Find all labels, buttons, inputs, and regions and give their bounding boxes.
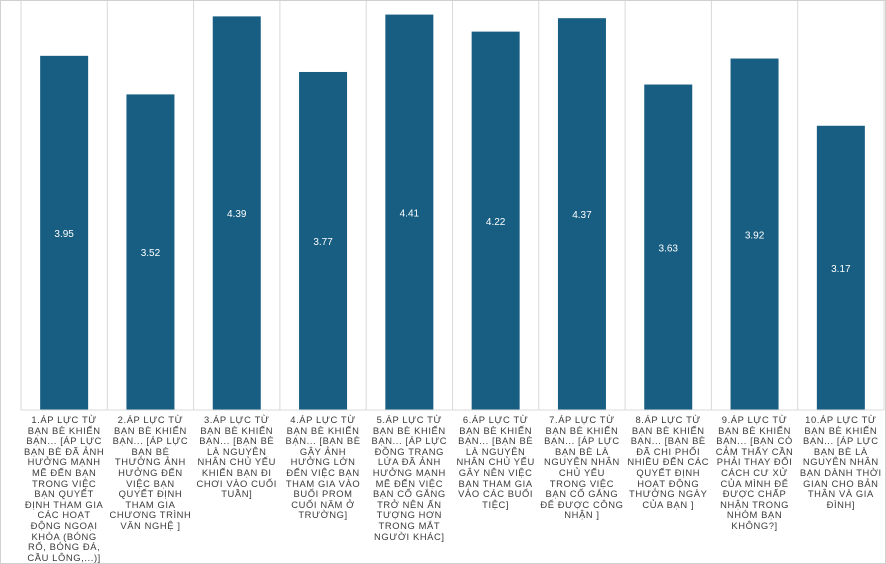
category-label-1: 1.ÁP LỰC TỪ BẠN BÈ KHIẾN BẠN... [ÁP LỰC …: [24, 414, 108, 563]
data-label-5: 4.41: [400, 208, 420, 219]
bar-9: [730, 58, 779, 410]
bar-2: [126, 94, 175, 410]
data-label-3: 4.39: [227, 209, 247, 220]
category-label-8: 8.ÁP LỰC TỪ BẠN BÈ KHIẾN BẠN... [BẠN BÈ …: [627, 414, 713, 510]
data-label-10: 3.17: [831, 264, 851, 275]
data-label-9: 3.92: [745, 230, 765, 241]
bar-8: [644, 84, 693, 411]
category-label-10: 10.ÁP LỰC TỪ BẠN BÈ KHIẾN BẠN... [ÁP LỰC…: [799, 414, 885, 510]
category-label-2: 2.ÁP LỰC TỪ BẠN BÈ KHIẾN BẠN... [ÁP LỰC …: [109, 414, 195, 531]
bar-6: [471, 31, 520, 411]
category-label-9: 9.ÁP LỰC TỪ BẠN BÈ KHIẾN BẠN... [BẠN CÓ …: [715, 414, 797, 531]
category-label-6: 6.ÁP LỰC TỪ BẠN BÈ KHIẾN BẠN... [BẠN BÈ …: [456, 414, 539, 510]
data-label-7: 4.37: [572, 210, 592, 221]
bar-1: [40, 55, 89, 411]
data-label-4: 3.77: [313, 237, 333, 248]
bar-7: [557, 18, 606, 410]
bar-10: [816, 125, 865, 410]
category-label-4: 4.ÁP LỰC TỪ BẠN BÈ KHIẾN BẠN... [BẠN BÈ …: [285, 414, 364, 521]
data-label-8: 3.63: [659, 243, 679, 254]
bar-5: [385, 14, 434, 410]
data-label-1: 3.95: [54, 229, 74, 240]
data-label-2: 3.52: [141, 248, 161, 259]
category-label-3: 3.ÁP LỰC TỪ BẠN BÈ KHIẾN BẠN... [BẠN BÈ …: [196, 414, 281, 500]
bar-4: [299, 71, 348, 410]
plot-area: 3.95 3.52 4.39 3.77 4.41 4.22 4.37 3.63 3.92 3.17: [20, 1, 885, 411]
bar-3: [212, 16, 261, 411]
category-label-7: 7.ÁP LỰC TỪ BẠN BÈ KHIẾN BẠN... [ÁP LỰC …: [540, 414, 627, 521]
data-label-6: 4.22: [486, 217, 506, 228]
category-label-5: 5.ÁP LỰC TỪ BẠN BÈ KHIẾN BẠN... [ÁP LỰC …: [371, 414, 451, 542]
